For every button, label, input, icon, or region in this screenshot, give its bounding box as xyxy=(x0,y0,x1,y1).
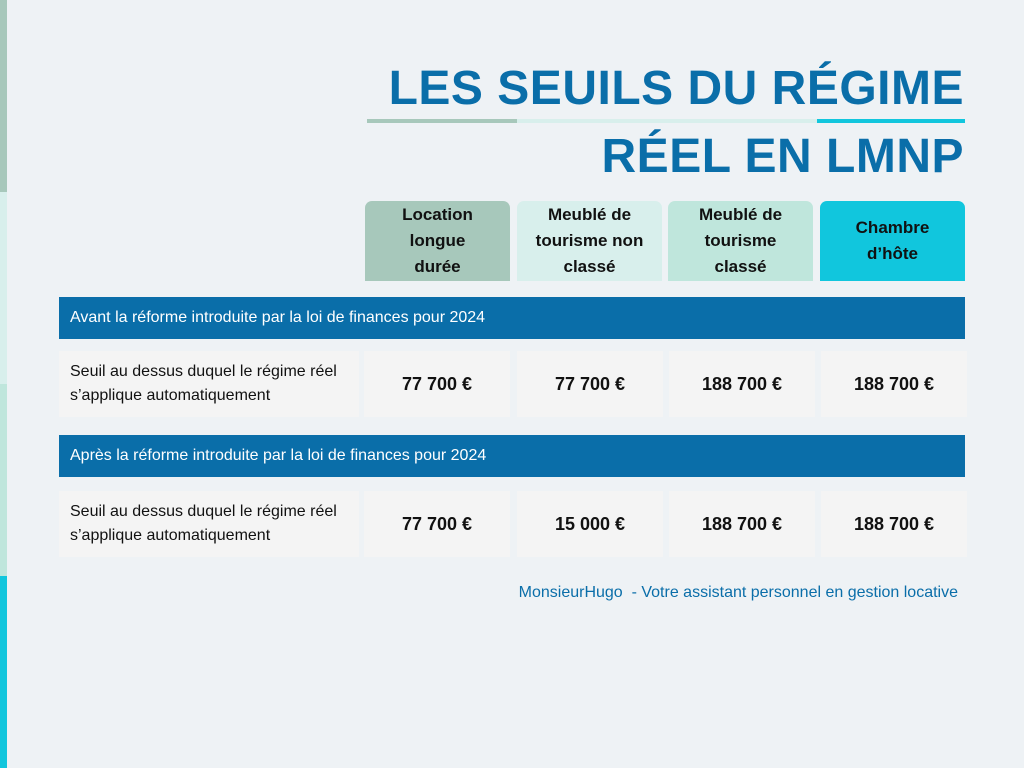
column-header-meuble-classe: Meublé de tourisme classé xyxy=(668,201,813,281)
value-cell-location-longue-duree: 77 700 € xyxy=(364,491,510,557)
value-cell-meuble-classe: 188 700 € xyxy=(669,491,815,557)
column-header-chambre-hote: Chambre d’hôte xyxy=(820,201,965,281)
row-label-cell: Seuil au dessus duquel le régime réel s’… xyxy=(59,491,359,557)
table-row-after-reform: Seuil au dessus duquel le régime réel s’… xyxy=(59,491,967,557)
value-cell-chambre-hote: 188 700 € xyxy=(821,491,967,557)
footer-credit: MonsieurHugo - Votre assistant personnel… xyxy=(518,584,958,601)
value-cell-meuble-non-classe: 77 700 € xyxy=(517,351,663,417)
value-cell-location-longue-duree: 77 700 € xyxy=(364,351,510,417)
title-divider-segment-2 xyxy=(517,119,817,123)
row-label: Seuil au dessus duquel le régime réel s’… xyxy=(70,503,337,544)
column-header-label: Meublé de tourisme classé xyxy=(698,205,783,276)
column-header-location-longue-duree: Location longue durée xyxy=(365,201,510,281)
title-divider-segment-3 xyxy=(817,119,965,123)
page-title-line-1: LES SEUILS DU RÉGIME xyxy=(388,62,964,115)
column-header-label: Meublé de tourisme non classé xyxy=(535,205,644,276)
left-accent-bar-4 xyxy=(0,576,7,768)
value-cell-meuble-non-classe: 15 000 € xyxy=(517,491,663,557)
left-accent-bar-2 xyxy=(0,192,7,384)
column-header-label: Chambre d’hôte xyxy=(855,218,930,263)
value-cell-chambre-hote: 188 700 € xyxy=(821,351,967,417)
section-heading-after-reform: Après la réforme introduite par la loi d… xyxy=(59,435,965,477)
table-row-before-reform: Seuil au dessus duquel le régime réel s’… xyxy=(59,351,967,417)
column-header-label: Location longue durée xyxy=(402,205,473,276)
page-title-line-2: RÉEL EN LMNP xyxy=(601,130,964,183)
left-accent-bar-1 xyxy=(0,0,7,192)
title-divider-segment-1 xyxy=(367,119,517,123)
row-label: Seuil au dessus duquel le régime réel s’… xyxy=(70,363,337,404)
row-label-cell: Seuil au dessus duquel le régime réel s’… xyxy=(59,351,359,417)
section-heading-before-reform: Avant la réforme introduite par la loi d… xyxy=(59,297,965,339)
column-header-meuble-non-classe: Meublé de tourisme non classé xyxy=(517,201,662,281)
value-cell-meuble-classe: 188 700 € xyxy=(669,351,815,417)
left-accent-bar-3 xyxy=(0,384,7,576)
